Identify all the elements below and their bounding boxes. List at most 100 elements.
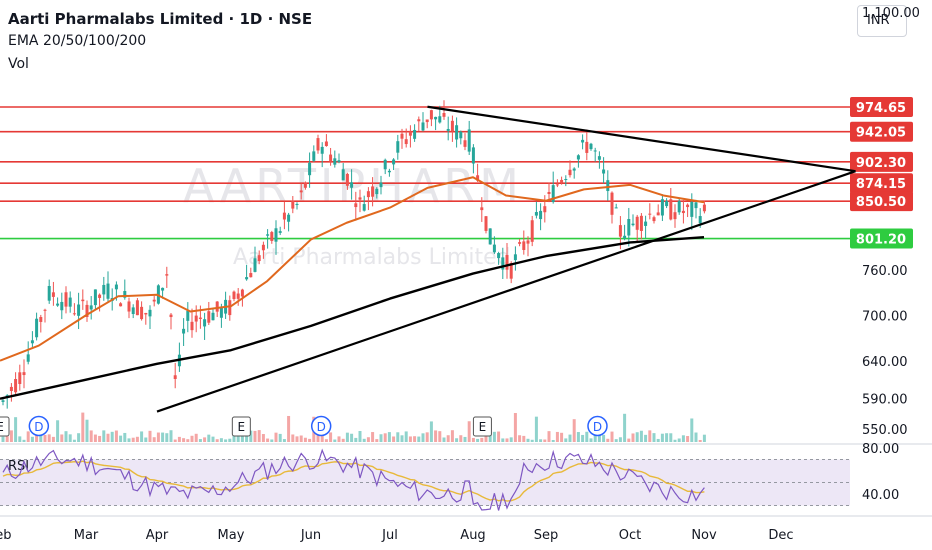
candle-body [148,309,152,317]
candle-body [438,116,442,123]
volume-bar [690,418,694,442]
volume-bar [522,435,526,442]
candle-body [681,210,685,214]
candle-body [333,158,337,165]
volume-bar [299,435,303,442]
candle-body [30,340,34,344]
volume-bar [623,413,627,442]
candle-body [312,151,316,161]
volume-bar [434,430,438,442]
candle-body [383,159,387,170]
candle-body [140,306,144,320]
volume-bar [320,434,324,442]
candle-body [581,139,585,143]
volume-bar [660,433,664,442]
volume-bar [652,433,656,442]
volume-bar [203,437,207,442]
watermark-name: Aarti Pharmalabs Limited [233,245,511,270]
candle-body [72,313,76,315]
candle-body [56,303,60,306]
volume-bar [505,438,509,442]
candle-body [639,215,643,231]
volume-bar [81,412,85,442]
volume-bar [606,438,610,442]
candle-body [240,289,244,297]
candle-body [337,160,341,162]
candle-body [585,141,589,153]
dividend-marker-icon [310,415,332,437]
volume-bar [383,433,387,442]
currency-button[interactable]: INR [857,5,907,37]
volume-bar [194,433,198,442]
candle-body [119,303,123,307]
volume-bar [228,438,232,442]
volume-bar [14,417,18,442]
level-label: 801.20 [856,233,906,248]
candle-body [85,304,89,317]
volume-bar [459,435,463,442]
time-axis-label: Aug [460,528,485,543]
volume-bar [614,439,618,442]
candle-body [127,301,131,312]
candle-body [114,284,118,290]
volume-bar [186,439,190,442]
volume-bar [110,431,114,442]
volume-bar [509,437,513,442]
candle-body [190,321,194,331]
candle-body [547,191,551,195]
volume-bar [362,438,366,442]
volume-bar [207,434,211,442]
candle-body [51,292,55,297]
volume-bar [173,439,177,442]
candle-body [644,221,648,226]
volume-bar [417,436,421,442]
volume-bar [140,431,144,442]
volume-bar [387,432,391,442]
earnings-marker-label: E [479,420,487,434]
candle-body [303,182,307,188]
volume-bar [543,439,547,442]
candle-body [408,131,412,136]
volume-bar [119,435,123,442]
chart-title: Aarti Pharmalabs Limited · 1D · NSE [8,10,313,28]
candle-body [421,122,425,131]
volume-bar [266,438,270,442]
volume-bar [161,432,165,442]
candle-body [614,207,618,209]
candle-body [434,116,438,120]
volume-bar [198,439,202,442]
volume-bar [648,430,652,442]
volume-bar [694,432,698,442]
indicator-legend-volume[interactable]: Vol [8,56,29,72]
candle-body [677,201,681,213]
candle-body [232,291,236,300]
candle-body [215,301,219,312]
candle-body [652,217,656,222]
candle-body [93,289,97,306]
volume-bar [169,430,173,442]
indicator-legend-ema[interactable]: EMA 20/50/100/200 [8,33,147,49]
candle-body [497,253,501,259]
volume-bar [211,436,215,442]
earnings-marker-icon [472,416,492,437]
volume-bar [677,438,681,442]
volume-bar [358,430,362,442]
candle-body [43,309,47,311]
time-axis-label: Sep [534,528,559,543]
volume-bar [581,434,585,442]
candle-body [18,372,22,385]
volume-bar [400,435,404,442]
candle-body [623,235,627,239]
candle-body [597,156,601,160]
volume-bar [257,430,261,442]
candle-body [194,315,198,322]
volume-bar [429,421,433,442]
volume-bar [568,434,572,442]
level-label: 974.65 [856,101,906,116]
candle-body [228,300,232,316]
volume-bar [392,436,396,442]
price-axis-label: 1,100.00 [862,6,920,21]
volume-bar [471,437,475,442]
volume-bar [408,436,412,442]
